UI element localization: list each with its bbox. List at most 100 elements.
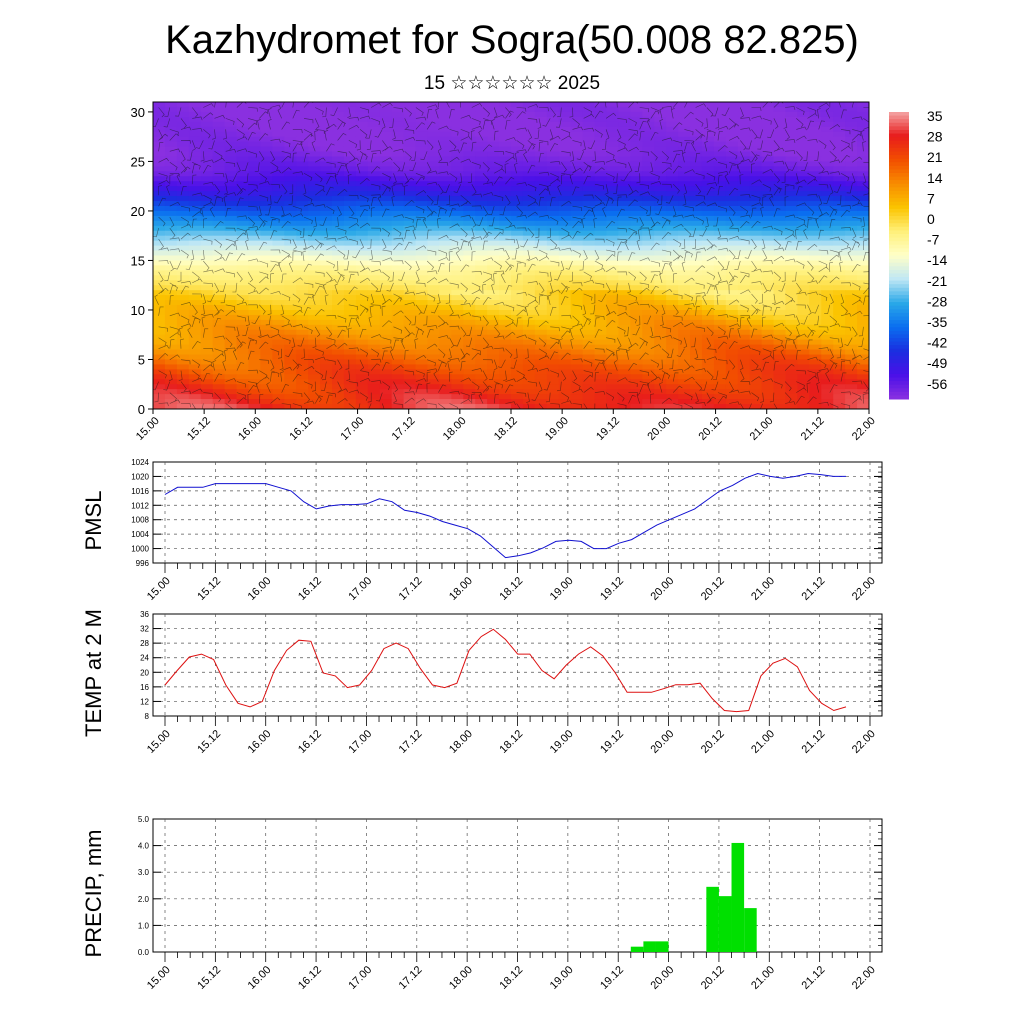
wind-barb [442,184,450,193]
heatmap-cell [522,106,536,113]
heatmap-cell [475,314,488,321]
heatmap-cell [153,354,166,361]
heatmap-cell [737,280,751,286]
heatmap-cell [403,136,417,143]
wind-barb [795,173,799,184]
heatmap-cell [690,374,703,380]
heatmap-cell [582,290,596,296]
heatmap-cell [630,384,643,390]
wind-barb [281,102,285,108]
wind-barb [616,102,618,108]
heatmap-cell [296,136,309,143]
heatmap-cell [284,186,297,192]
heatmap-cell [594,131,608,138]
wind-barb [460,227,468,238]
heatmap-cell [582,280,596,286]
wind-barb [592,151,596,162]
heatmap-cell [343,270,357,276]
heatmap-cell [248,171,261,177]
wind-barb [169,174,174,185]
wind-barb [169,201,181,207]
wind-barb [312,294,316,305]
heatmap-cell [761,404,775,409]
heatmap-cell [582,225,596,232]
heatmap-cell [546,270,560,276]
heatmap-cell [379,156,393,163]
heatmap-cell [678,285,691,291]
heatmap-cell [379,285,393,291]
heatmap-cell [463,290,476,296]
heatmap-cell [236,186,250,192]
heatmap-cell [797,255,810,262]
heatmap-cell [725,314,739,321]
heatmap-cell [749,146,763,153]
heatmap-cell [558,379,572,385]
heatmap-cell [845,141,858,148]
heatmap-cell [678,196,691,202]
heatmap-cell [463,201,476,207]
heatmap-cell [403,235,417,242]
heatmap-cell [737,196,751,202]
heatmap-cell [570,384,584,390]
heatmap-cell [391,344,405,351]
heatmap-cell [248,354,261,361]
heatmap-cell [355,131,369,138]
heatmap-cell [725,245,739,252]
wind-barb [572,167,583,174]
wind-barb [561,216,569,227]
wind-barb [259,133,269,141]
heatmap-cell [439,255,452,262]
wind-barb [347,174,352,185]
heatmap-cell [678,404,691,409]
heatmap-cell [558,389,572,395]
heatmap-cell [403,181,417,187]
wind-barb [460,114,472,119]
heatmap-cell [308,305,321,311]
heatmap-cell [511,141,524,148]
heatmap-cell [164,161,178,167]
heatmap-cell [749,186,763,192]
heatmap-cell [260,300,273,306]
heatmap-cell [630,305,643,311]
heatmap-cell [737,394,751,400]
heatmap-cell [737,181,751,187]
heatmap-cell [499,280,512,286]
heatmap-cell [153,210,166,217]
wind-barb [650,132,659,141]
heatmap-cell [701,389,715,395]
wind-barb [460,136,472,141]
heatmap-cell [857,111,869,118]
wind-barb [192,315,201,324]
wind-barb [315,107,324,115]
heatmap-cell [153,102,166,108]
heatmap-cell [236,260,250,266]
heatmap-cell [558,230,572,237]
heatmap-cell [522,186,536,192]
heatmap-cell [666,245,679,252]
heatmap-cell [773,171,787,177]
heatmap-cell [200,404,214,409]
wind-barb [192,278,203,284]
heatmap-cell [713,364,727,370]
wind-barb [494,151,505,155]
wind-barb [605,197,613,207]
heatmap-cell [797,319,810,326]
heatmap-cell [236,245,250,252]
wind-barb [280,206,285,217]
heatmap-cell [200,245,214,252]
wind-barb [281,140,291,148]
heatmap-cell [857,235,869,242]
heatmap-cell [248,329,261,336]
wind-barb [359,194,369,203]
heatmap-cell [176,394,190,400]
heatmap-cell [618,210,631,217]
heatmap-cell [188,161,202,167]
heatmap-cell [499,300,512,306]
heatmap-cell [845,102,858,108]
wind-barb [605,173,615,181]
wind-barb [214,151,223,160]
heatmap-cell [439,235,452,242]
heatmap-cell [594,250,608,257]
heatmap-cell [558,349,572,356]
wind-barb [248,205,258,211]
